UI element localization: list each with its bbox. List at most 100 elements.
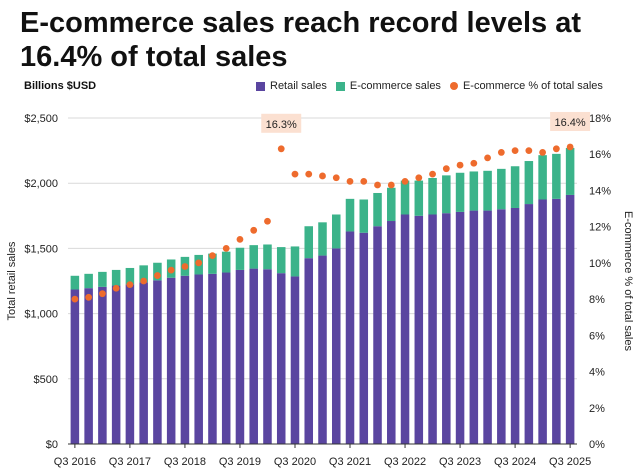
bar-retail (290, 276, 300, 444)
bar-retail (565, 194, 575, 444)
y2-tick-label: 8% (589, 294, 605, 306)
bar-ecommerce (442, 175, 451, 214)
bar-ecommerce (153, 262, 162, 281)
y2-tick-label: 2% (589, 403, 605, 415)
bar-ecommerce (235, 247, 245, 270)
share-dot (484, 154, 491, 162)
bar-ecommerce (70, 275, 80, 290)
y-tick-label: $1,500 (24, 243, 58, 255)
share-dot (360, 177, 368, 185)
x-tick-label: Q3 2024 (494, 456, 536, 468)
share-dot (264, 217, 271, 225)
bar-ecommerce (304, 226, 314, 259)
bar-ecommerce (276, 247, 286, 274)
legend-item-ecommerce: E-commerce sales (335, 80, 441, 92)
x-tick-label: Q3 2025 (549, 456, 591, 468)
bar-ecommerce (497, 168, 506, 210)
bar-retail (359, 232, 369, 444)
bar-ecommerce (359, 199, 369, 233)
bar-retail (524, 204, 534, 444)
bar-ecommerce (565, 147, 575, 195)
share-dot (346, 177, 354, 185)
bar-ecommerce (318, 222, 327, 256)
share-dot (470, 159, 478, 167)
bar-ecommerce (524, 161, 534, 205)
units-label: Billions $USD (24, 80, 97, 92)
bar-ecommerce (263, 244, 272, 270)
bar-retail (84, 288, 93, 444)
bar-ecommerce (469, 171, 479, 211)
bar-retail (111, 285, 121, 444)
share-dot (497, 149, 505, 156)
bar-retail (166, 277, 176, 444)
bar-ecommerce (400, 180, 410, 215)
callouts: 16.3% 16.4% (261, 111, 591, 133)
y2-tick-label: 4% (589, 367, 605, 379)
y-tick-label: $500 (34, 374, 58, 386)
x-tick-label: Q3 2022 (384, 456, 426, 468)
y2-tick-label: 0% (589, 439, 605, 451)
legend-label-retail: Retail sales (270, 80, 327, 92)
bar-retail (497, 209, 506, 444)
bar-retail (442, 213, 451, 444)
bar-ecommerce (249, 245, 258, 269)
share-dot (332, 174, 340, 182)
bar-ecommerce (510, 166, 520, 208)
bar-ecommerce (414, 180, 424, 216)
x-tick-label: Q3 2020 (274, 456, 316, 468)
bar-retail (538, 199, 547, 444)
bar-retail (414, 215, 424, 444)
bar-retail (139, 282, 148, 444)
share-dot (415, 174, 423, 182)
bar-retail (331, 248, 341, 444)
bar-ecommerce (373, 192, 382, 227)
share-dot (319, 172, 326, 180)
bar-retail (483, 210, 492, 444)
share-dot (566, 143, 574, 151)
legend-swatch-ecommerce (335, 81, 345, 91)
x-tick-label: Q3 2023 (439, 456, 481, 468)
bar-ecommerce (538, 155, 547, 200)
y2-tick-label: 12% (589, 222, 611, 234)
share-dot (552, 145, 560, 153)
bar-ecommerce (387, 187, 396, 222)
bar-retail (235, 269, 245, 444)
bar-retail (180, 275, 190, 444)
legend-label-ecommerce: E-commerce sales (349, 80, 441, 92)
bar-retail (510, 207, 520, 444)
bar-ecommerce (221, 251, 231, 273)
legend: Retail sales E-commerce sales E-commerce… (256, 80, 603, 92)
x-tick-label: Q3 2017 (109, 456, 151, 468)
share-dot (291, 170, 299, 178)
bar-ecommerce (139, 265, 148, 283)
legend-item-share: E-commerce % of total sales (449, 80, 603, 92)
bar-ecommerce (290, 246, 300, 277)
share-dot (236, 235, 244, 243)
bar-ecommerce (125, 267, 135, 285)
share-dot (277, 145, 285, 153)
share-dot (387, 181, 395, 189)
bar-retail (345, 231, 355, 444)
bar-retail (304, 258, 314, 444)
bar-retail (469, 210, 479, 444)
bar-retail (428, 214, 437, 444)
bar-ecommerce (428, 177, 437, 215)
callout-box (261, 113, 302, 133)
callout-label: 16.3% (266, 119, 297, 131)
bar-retail (153, 280, 162, 444)
x-tick-label: Q3 2018 (164, 456, 206, 468)
bar-ecommerce (98, 271, 107, 287)
y2-tick-label: 16% (589, 149, 611, 161)
y-tick-label: $0 (46, 439, 58, 451)
share-dot (85, 293, 93, 301)
share-dot (525, 147, 533, 155)
bar-retail (221, 272, 231, 444)
share-dot (181, 263, 189, 270)
share-dot (250, 226, 258, 234)
chart-title: E-commerce sales reach record levels at … (20, 7, 581, 73)
share-dot (511, 147, 519, 155)
legend-item-retail: Retail sales (256, 80, 327, 92)
share-dot (140, 277, 148, 285)
share-dot (98, 290, 106, 298)
